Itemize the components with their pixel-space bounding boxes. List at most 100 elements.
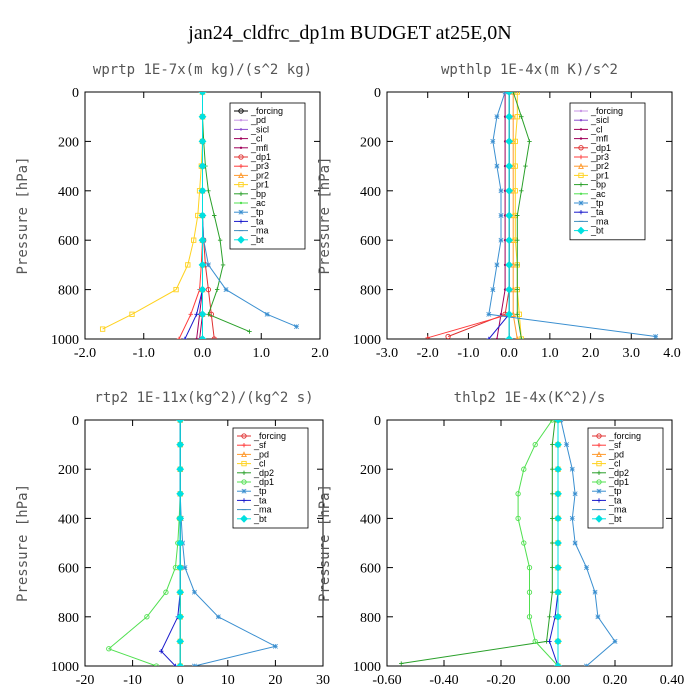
data-point (503, 239, 507, 242)
data-point (521, 540, 527, 546)
data-point (564, 442, 570, 448)
data-point (532, 638, 538, 645)
legend-marker (596, 479, 602, 485)
data-point (550, 516, 555, 521)
plot-frame (386, 91, 673, 340)
data-point (198, 112, 207, 121)
legend-entry: _ma (608, 505, 627, 515)
data-point (176, 489, 185, 498)
legend-entry: _ta (590, 207, 604, 217)
y-tick-label: 600 (360, 234, 381, 249)
legend-entry: _tp (608, 486, 622, 496)
data-point (214, 287, 220, 292)
legend-marker (241, 479, 247, 485)
data-point (223, 287, 229, 293)
data-point (198, 137, 207, 146)
series-group (399, 420, 618, 666)
data-point (495, 337, 499, 339)
x-tick-label: 1.0 (253, 346, 271, 361)
y-tick-label: 600 (58, 234, 79, 249)
y-tick-label: 1000 (51, 660, 79, 675)
x-tick-label: 20 (268, 673, 282, 688)
data-point (158, 649, 164, 654)
x-tick-label: -0.20 (486, 673, 515, 688)
data-point (505, 137, 514, 146)
legend-marker (239, 119, 243, 122)
data-point (182, 565, 188, 571)
data-point (198, 92, 207, 96)
y-tick-label: 600 (58, 562, 79, 577)
data-point (494, 262, 500, 268)
data-point (550, 565, 555, 570)
figure-title: jan24_cldfrc_dp1m BUDGET at25E,0N (188, 22, 512, 44)
data-point (550, 467, 555, 472)
legend-marker (241, 498, 247, 503)
data-point (550, 590, 555, 595)
legend-marker (239, 137, 243, 140)
data-point (515, 213, 520, 218)
data-point (512, 163, 518, 169)
legend-entry: _pr2 (250, 170, 269, 180)
data-point (176, 588, 185, 597)
data-point (552, 420, 558, 423)
legend-entry: _dp1 (253, 477, 274, 487)
data-point (550, 540, 555, 546)
y-tick-label: 800 (360, 611, 381, 626)
data-point (173, 286, 179, 293)
panel-title: wprtp 1E-7x(m kg)/(s^2 kg) (93, 62, 312, 78)
data-point (526, 614, 533, 620)
legend-marker (238, 209, 244, 215)
legend-box (587, 427, 664, 529)
x-tick-label: 30 (316, 673, 330, 688)
data-point (399, 661, 404, 666)
data-point (515, 262, 520, 268)
data-point (176, 465, 185, 474)
y-tick-label: 400 (58, 185, 79, 200)
legend-entry: _sf (253, 440, 267, 450)
series-group (106, 420, 278, 666)
legend-entry: _dp2 (608, 468, 629, 478)
legend-marker (238, 154, 244, 160)
data-point (511, 92, 516, 95)
x-tick-label: -20 (76, 673, 95, 688)
data-point (264, 311, 270, 317)
data-point (211, 336, 217, 339)
legend-marker (578, 162, 584, 169)
legend-entry: _dp1 (250, 152, 271, 162)
legend-entry: _mfl (250, 143, 268, 153)
legend: _forcing_sf_pd_cl_dp2_dp1_tp_ta_ma_bt (587, 427, 664, 529)
y-tick-label: 200 (360, 135, 381, 150)
legend-entry: _sicl (590, 115, 609, 125)
legend-entry: _bt (608, 514, 622, 524)
legend-marker (238, 164, 244, 169)
legend-marker (241, 443, 247, 448)
legend-entry: _bt (253, 514, 267, 524)
data-point (503, 115, 507, 118)
data-point (498, 213, 504, 218)
data-point (521, 466, 527, 472)
legend-marker (239, 146, 243, 149)
legend-entry: _tp (250, 207, 264, 217)
legend-entry: _pr1 (250, 180, 269, 190)
data-point (547, 614, 552, 619)
data-point (554, 514, 562, 523)
data-point (144, 614, 150, 620)
data-point (198, 162, 207, 171)
data-point (532, 441, 538, 448)
data-point (185, 262, 191, 268)
data-point (191, 589, 197, 595)
data-point (198, 335, 207, 339)
legend-marker (579, 192, 583, 195)
data-point (653, 334, 659, 339)
x-tick-label: 0.00 (546, 673, 571, 688)
data-point (584, 663, 589, 666)
data-point (505, 92, 514, 96)
legend-entry: _forcing (590, 106, 623, 116)
legend-marker (579, 109, 583, 113)
legend-marker (578, 182, 584, 187)
legend-marker (241, 470, 247, 475)
y-tick-label: 1000 (353, 660, 381, 675)
data-point (595, 614, 601, 620)
y-tick-label: 1000 (51, 333, 79, 348)
data-point (515, 287, 520, 292)
